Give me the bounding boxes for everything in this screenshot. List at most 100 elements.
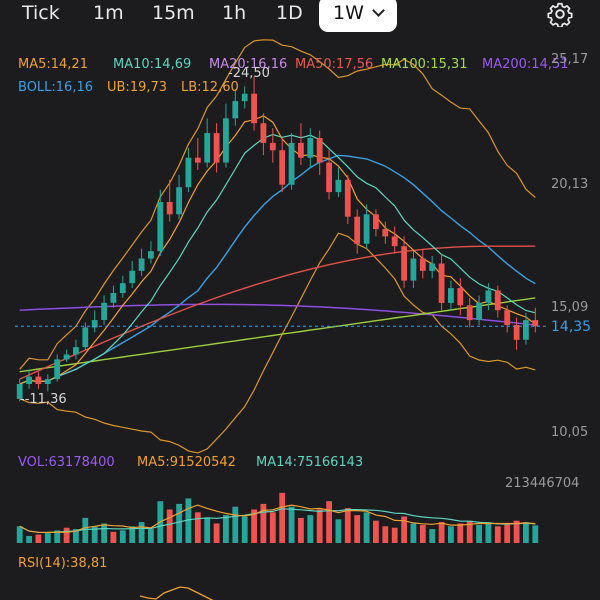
- volume-axis-label: 213446704: [505, 476, 580, 491]
- tab-1h[interactable]: 1h: [222, 2, 247, 24]
- price-axis-label: 20,13: [551, 177, 589, 192]
- candle: [279, 150, 286, 185]
- volume-bar: [410, 523, 417, 543]
- candle: [232, 101, 239, 119]
- candle: [110, 293, 117, 303]
- volume-bar: [298, 517, 304, 543]
- volume-bar: [260, 503, 267, 543]
- volume-bar: [26, 536, 32, 543]
- volume-bar: [101, 523, 107, 543]
- volume-bar: [213, 523, 220, 543]
- tab-15m[interactable]: 15m: [152, 2, 195, 24]
- candle: [269, 142, 276, 151]
- volume-bar: [91, 526, 98, 543]
- candle: [504, 310, 511, 325]
- price-axis-label: 10,05: [551, 425, 589, 440]
- candle: [148, 251, 154, 259]
- legend-vol-ma5: MA5:91520542: [137, 455, 236, 470]
- volume-bar: [307, 515, 314, 543]
- tab-1d[interactable]: 1D: [276, 2, 303, 24]
- price-axis-label: 25,17: [551, 52, 589, 67]
- ma5-line: [19, 115, 536, 385]
- volume-bar: [241, 516, 248, 543]
- candle: [298, 142, 304, 158]
- current-price-label: 14,35: [551, 319, 592, 335]
- ma10-line: [19, 133, 536, 385]
- candle: [354, 216, 361, 244]
- candle: [91, 320, 98, 328]
- candle: [213, 133, 220, 163]
- candle: [401, 246, 407, 281]
- ma50-line: [19, 245, 536, 380]
- volume-bar: [223, 515, 229, 543]
- volume-bar: [504, 523, 511, 543]
- volume-bar: [326, 501, 332, 543]
- volume-bar: [16, 526, 23, 543]
- legend-ma200: MA200:14,51: [482, 57, 569, 72]
- candle: [63, 354, 70, 360]
- candle: [204, 133, 211, 163]
- legend-ma100: MA100:15,31: [381, 57, 468, 72]
- tab-tick[interactable]: Tick: [22, 2, 60, 24]
- volume-bar: [35, 534, 42, 543]
- volume-bar: [457, 523, 464, 543]
- candle: [251, 93, 257, 124]
- volume-bar: [82, 517, 89, 543]
- legend-ub: UB:19,73: [107, 80, 168, 95]
- ma100-line: [19, 297, 536, 373]
- candle: [194, 157, 201, 163]
- volume-bar: [129, 526, 136, 543]
- candle: [419, 258, 426, 271]
- volume-bar: [119, 530, 126, 543]
- volume-bar: [335, 519, 342, 543]
- candle: [429, 263, 436, 271]
- volume-ma14-line: [19, 508, 536, 534]
- volume-bar: [185, 498, 192, 543]
- candle: [26, 376, 32, 384]
- volume-bar: [194, 512, 201, 543]
- volume-bar: [419, 524, 426, 543]
- candle: [476, 302, 482, 320]
- candle: [466, 305, 473, 321]
- volume-bar: [494, 526, 501, 543]
- high-annotation: -24,50: [228, 66, 270, 81]
- candle: [16, 384, 23, 399]
- volume-bar: [269, 512, 276, 543]
- volume-bar: [279, 492, 286, 543]
- candle: [307, 138, 314, 158]
- candle: [73, 347, 79, 355]
- low-value: 11,36: [29, 392, 67, 407]
- candle: [532, 320, 539, 327]
- volume-bar: [176, 503, 182, 543]
- low-annotation: --11,36: [20, 392, 67, 407]
- legend-ma50: MA50:17,56: [295, 57, 374, 72]
- gear-icon[interactable]: [547, 1, 573, 27]
- volume-bar: [251, 509, 257, 543]
- high-value: 24,50: [232, 66, 270, 81]
- volume-bar: [476, 524, 482, 543]
- volume-bar: [438, 522, 445, 543]
- volume-ma5-line: [19, 504, 536, 534]
- price-axis-label: 15,09: [551, 300, 589, 315]
- volume-bar: [485, 522, 492, 543]
- volume-bar: [429, 529, 436, 543]
- volume-bar: [391, 527, 398, 543]
- volume-bar: [401, 516, 407, 543]
- tab-1w[interactable]: 1W: [319, 0, 397, 32]
- candle: [166, 202, 173, 215]
- volume-bar: [448, 526, 454, 543]
- legend-ma10: MA10:14,69: [113, 57, 192, 72]
- tab-1m[interactable]: 1m: [93, 2, 124, 24]
- candle: [260, 123, 267, 143]
- legend-boll: BOLL:16,16: [18, 80, 94, 95]
- candle: [316, 138, 323, 163]
- volume-bar: [110, 531, 117, 543]
- candle: [457, 288, 464, 306]
- volume-bar: [73, 529, 79, 543]
- volume-bar: [204, 517, 211, 543]
- volume-bar: [523, 522, 529, 543]
- candle: [223, 118, 229, 163]
- candle: [448, 288, 454, 303]
- volume-bar: [382, 526, 389, 543]
